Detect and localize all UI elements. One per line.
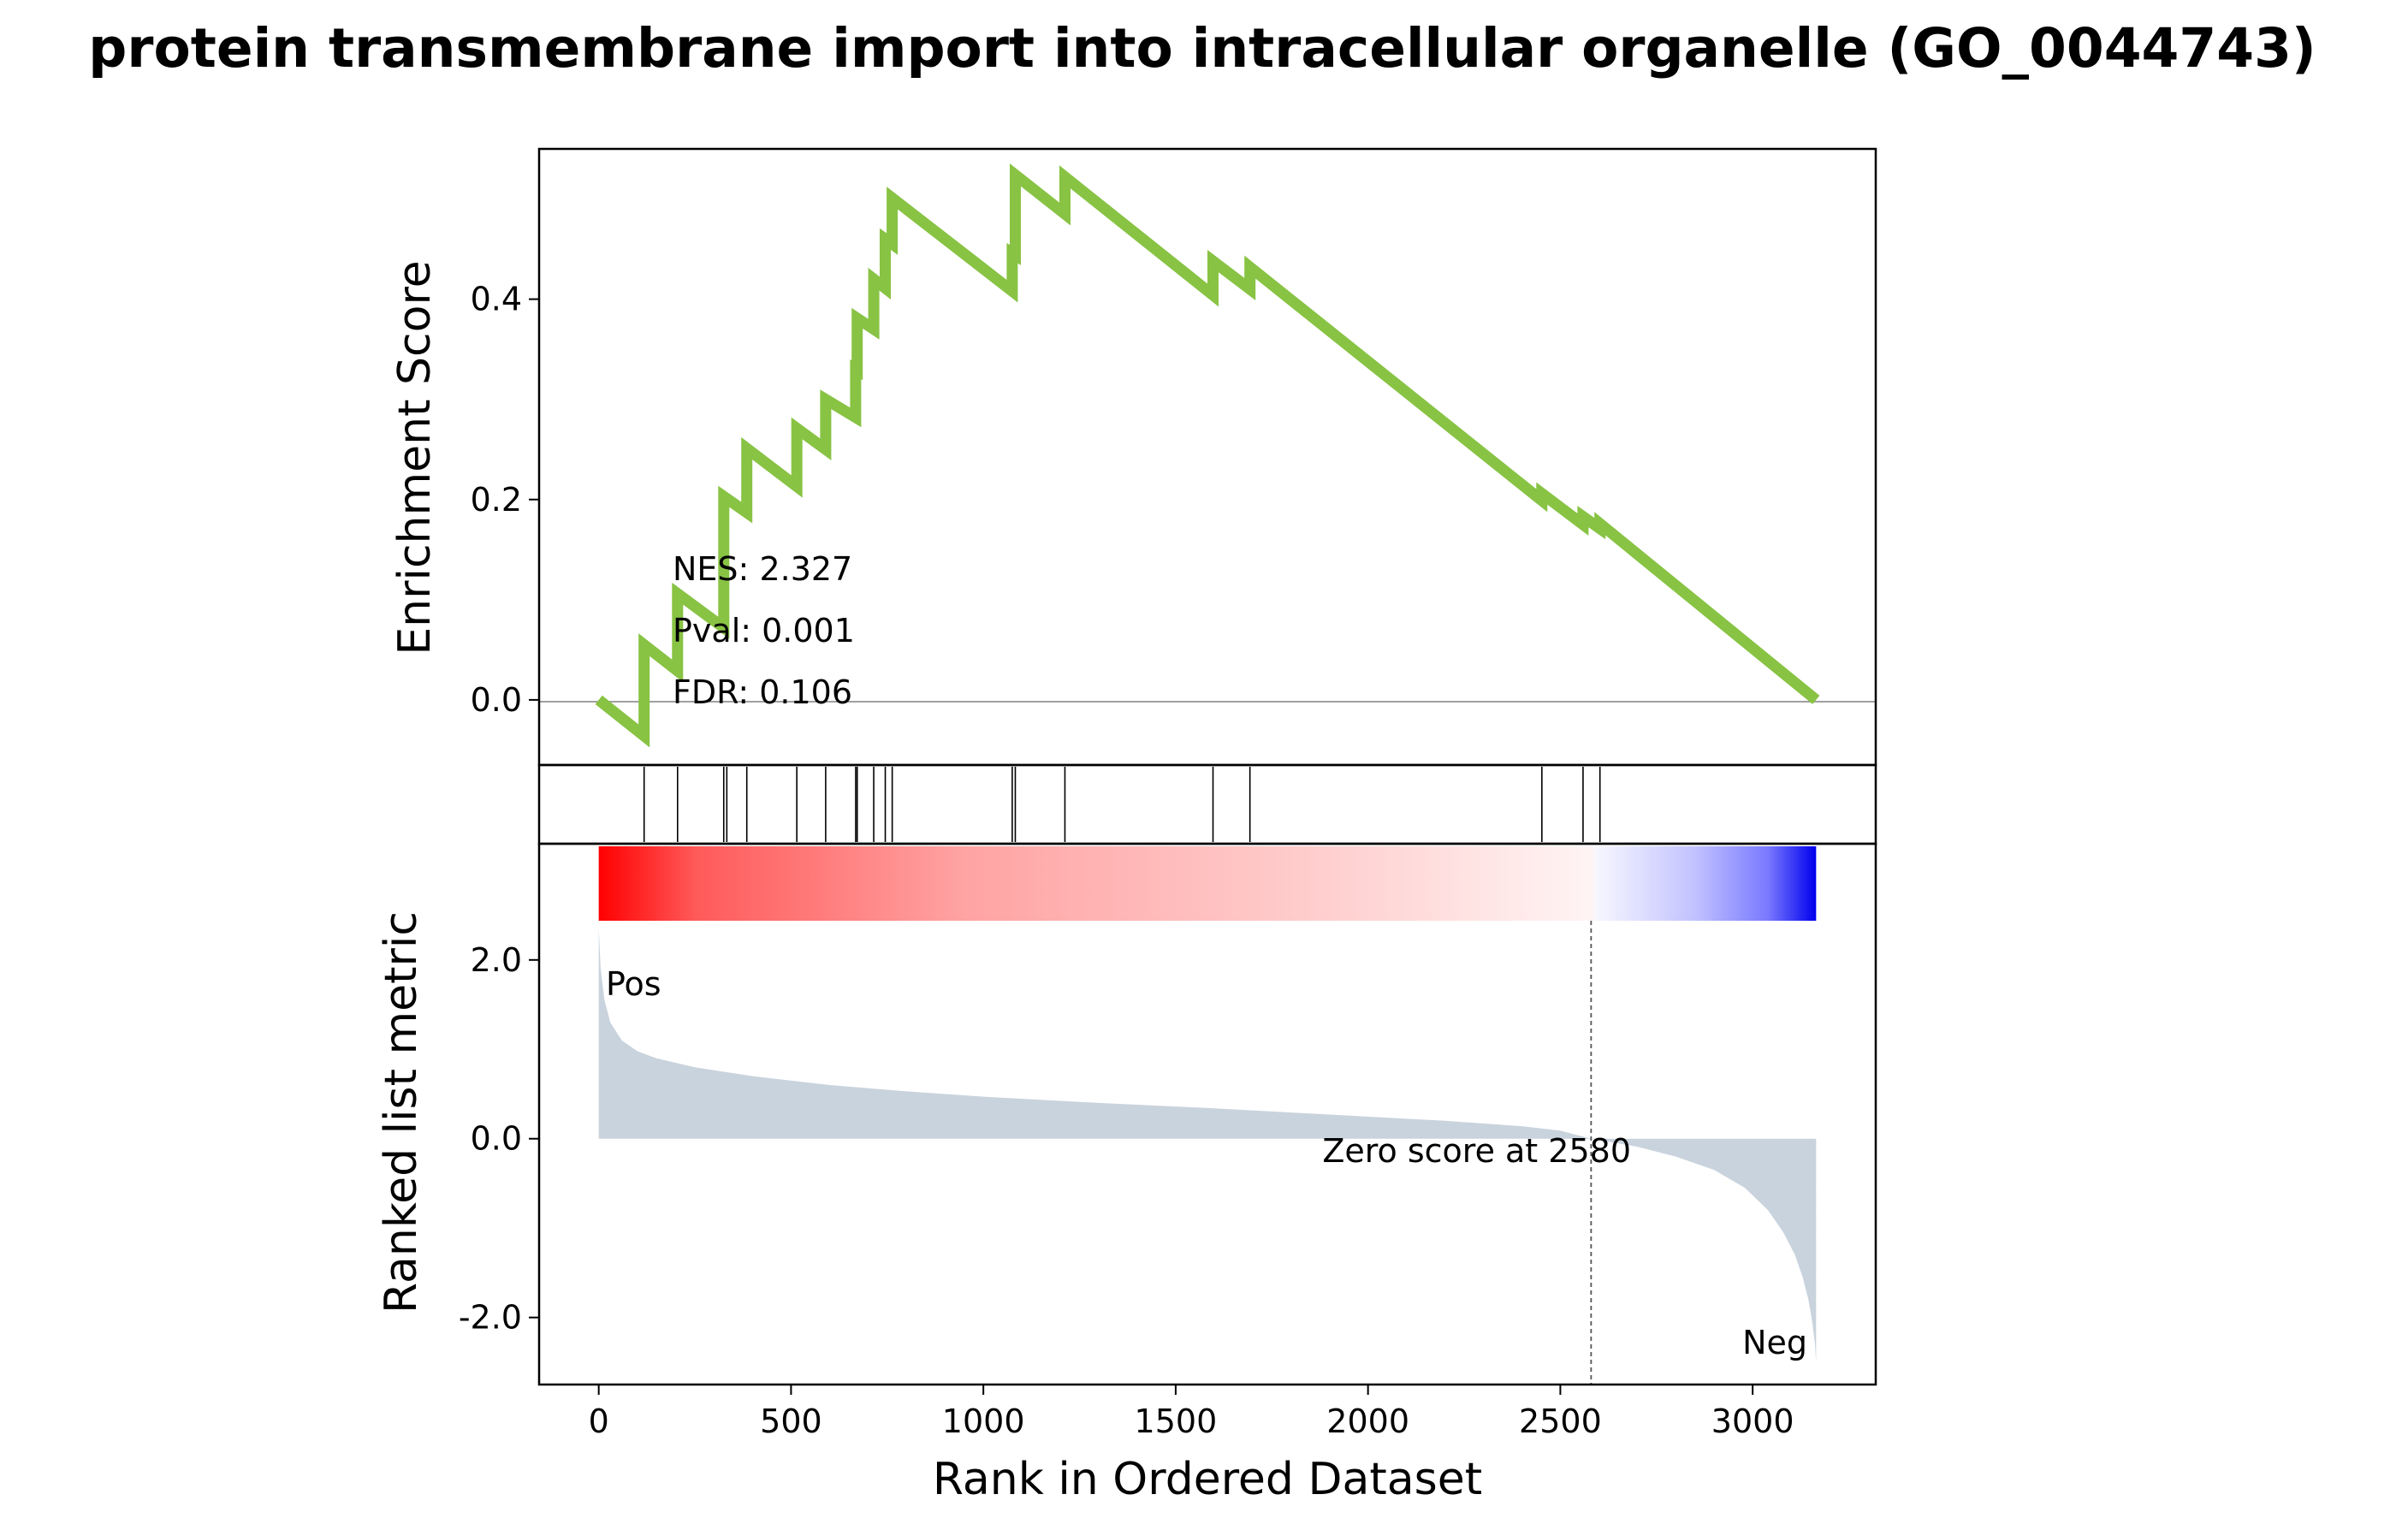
enrichment-panel: 0.0 0.2 0.4 Enrichment Score NES: 2.327 Pv… [389, 147, 1877, 767]
rank-colorbar [598, 846, 1817, 921]
hits-frame [537, 763, 1877, 845]
x-axis-label: Rank in Ordered Dataset [933, 1454, 1482, 1505]
rm-y-tick-label: 2.0 [471, 941, 522, 979]
pos-label: Pos [606, 965, 661, 1003]
enrichment-ylabel: Enrichment Score [389, 260, 441, 655]
enrichment-score-line [595, 163, 1820, 748]
nes-text: NES: 2.327 [673, 550, 852, 588]
ranked-panel: 2.0 0.0 -2.0 Ranked list metric Pos Neg Ze… [376, 842, 1877, 1386]
x-tick-label: 1000 [942, 1402, 1025, 1440]
fdr-text: FDR: 0.106 [673, 673, 852, 711]
x-tick-label: 3000 [1711, 1402, 1794, 1440]
x-tick-label: 500 [760, 1402, 822, 1440]
hits-panel [537, 763, 1877, 845]
rm-y-tick-label: -2.0 [459, 1299, 522, 1337]
x-tick-label: 2500 [1519, 1402, 1602, 1440]
ranked-frame [537, 842, 1877, 1386]
x-tick-label: 2000 [1326, 1402, 1409, 1440]
neg-label: Neg [1742, 1324, 1807, 1361]
ranked-ylabel: Ranked list metric [376, 911, 427, 1314]
es-y-tick-label: 0.0 [471, 681, 522, 719]
x-tick-label: 1500 [1135, 1402, 1218, 1440]
ranked-metric-area [598, 928, 1817, 1362]
x-tick-label: 0 [589, 1402, 609, 1440]
es-y-tick-label: 0.4 [471, 281, 522, 318]
enrichment-frame [537, 147, 1877, 767]
zero-score-label: Zero score at 2580 [1322, 1132, 1631, 1170]
pval-text: Pval: 0.001 [673, 612, 855, 649]
chart-title: protein transmembrane import into intrac… [88, 17, 2316, 80]
es-y-tick-label: 0.2 [471, 481, 522, 519]
x-axis: 0 500 1000 1500 2000 2500 3000 [589, 1385, 1794, 1440]
rm-y-tick-label: 0.0 [471, 1120, 522, 1158]
